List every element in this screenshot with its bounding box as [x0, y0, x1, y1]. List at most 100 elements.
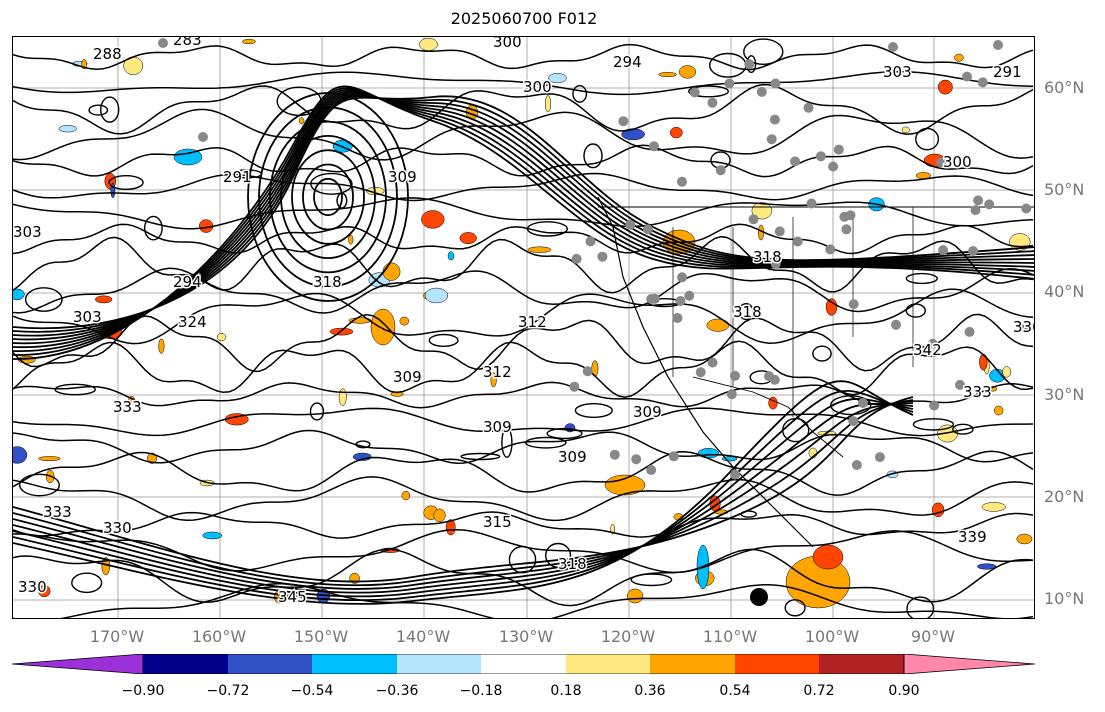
lon-label-110w: 110°W — [702, 627, 758, 646]
lat-label-20n: 20°N — [1044, 487, 1085, 506]
contour-label: 309 — [633, 403, 662, 421]
theta-contour-line — [13, 398, 914, 598]
station-marker — [825, 244, 836, 255]
vertical-velocity-patch — [401, 490, 411, 501]
theta-contour-line — [13, 548, 1034, 607]
theta-contour-loop — [952, 423, 974, 435]
station-marker — [750, 588, 768, 606]
theta-contour-line — [13, 396, 914, 583]
station-marker — [828, 161, 839, 172]
plot-title: 2025060700 F012 — [450, 9, 598, 28]
vertical-velocity-patch — [13, 288, 25, 301]
colorbar-bin — [566, 654, 650, 674]
contour-label: 288 — [93, 45, 122, 63]
station-marker — [993, 40, 1003, 50]
station-marker — [744, 59, 755, 70]
vertical-velocity-patch — [298, 117, 305, 125]
vertical-velocity-patch — [490, 372, 497, 388]
vertical-velocity-patch — [173, 148, 203, 166]
theta-contour-loop — [583, 143, 603, 169]
vertical-velocity-patch — [399, 316, 410, 326]
vertical-velocity-patch — [697, 448, 720, 459]
map-panel: 283 288 291 294 300 300 294 303 303 303 309 309 312 3… — [12, 36, 1035, 619]
vertical-velocity-patch — [1016, 533, 1033, 545]
station-marker — [1021, 203, 1032, 214]
station-marker — [973, 195, 984, 206]
contour-label: 339 — [958, 528, 987, 546]
theta-contour-loop — [310, 172, 353, 195]
theta-contour-loop — [501, 427, 513, 458]
theta-contour-line — [13, 402, 914, 590]
theta-contour-line — [13, 235, 1034, 294]
theta-contour-loop — [740, 510, 758, 518]
station-marker — [936, 157, 947, 168]
theta-contour-line — [13, 511, 1034, 539]
colorbar-tick: 0.72 — [803, 683, 835, 699]
station-marker — [569, 381, 580, 392]
theta-contour-loop — [291, 149, 365, 245]
vertical-velocity-patch — [548, 73, 567, 84]
theta-contour-loop — [258, 106, 398, 288]
station-marker — [689, 87, 700, 98]
station-marker — [955, 379, 965, 390]
theta-contour-line — [13, 267, 1034, 314]
station-marker — [724, 78, 735, 89]
theta-contour-loop — [108, 174, 144, 190]
colorbar-tick: 0.54 — [719, 683, 751, 699]
colorbar-bin — [397, 654, 481, 674]
contour-label: 291 — [223, 168, 252, 186]
theta-contour-loop — [572, 85, 588, 103]
station-marker — [792, 236, 803, 247]
station-marker — [582, 366, 593, 377]
station-marker — [695, 367, 706, 378]
colorbar-tick: −0.54 — [290, 683, 334, 699]
vertical-velocity-patch — [527, 246, 552, 253]
theta-contour-loop — [915, 127, 940, 151]
theta-contour-loop — [905, 272, 938, 285]
theta-contour-loop — [738, 303, 754, 321]
station-marker — [769, 374, 780, 385]
colorbar-bin — [143, 654, 228, 674]
station-marker — [962, 71, 972, 82]
contour-label: 312 — [483, 363, 512, 381]
theta-contour-line — [13, 94, 1034, 337]
station-marker — [839, 211, 850, 222]
station-marker — [968, 246, 979, 256]
theta-contour-loop — [574, 403, 613, 419]
contour-label: 315 — [483, 513, 512, 531]
vertical-velocity-patch — [370, 308, 396, 346]
colorbar-tick: 0.36 — [634, 683, 666, 699]
theta-contour-line — [13, 83, 1034, 135]
contour-label: 333 — [113, 398, 142, 416]
contour-label: 330 — [103, 519, 132, 537]
theta-contour-loop — [355, 440, 371, 449]
station-marker — [726, 389, 737, 400]
station-marker — [927, 338, 938, 349]
station-marker — [848, 416, 859, 427]
theta-contour-line — [13, 70, 1034, 96]
theta-contour-line — [13, 43, 1034, 71]
station-marker — [672, 313, 683, 323]
theta-contour-loop — [88, 104, 109, 116]
lon-label-150w: 150°W — [293, 627, 349, 646]
station-marker — [571, 253, 582, 264]
lon-label-120w: 120°W — [600, 627, 656, 646]
vertical-velocity-fill — [13, 37, 1033, 609]
colorbar-bin — [481, 654, 566, 674]
theta-contour-loop — [912, 418, 955, 431]
contour-label: 303 — [883, 63, 912, 81]
theta-contour-line — [13, 172, 1034, 202]
theta-contour-line — [13, 528, 1034, 574]
contour-labels: 283 288 291 294 300 300 294 303 303 303 309 309 312 3… — [13, 37, 1034, 608]
contour-label: 303 — [13, 223, 42, 241]
theta-contour-line — [13, 93, 1034, 341]
station-marker — [756, 86, 767, 97]
lat-label-50n: 50°N — [1044, 180, 1085, 199]
theta-contour-line — [13, 197, 1034, 230]
lon-label-170w: 170°W — [89, 627, 145, 646]
station-marker — [707, 357, 718, 368]
theta-contour-loop — [812, 345, 832, 362]
theta-contour-loop — [525, 436, 567, 449]
theta-contour-loop — [232, 169, 263, 179]
theta-contour-line — [13, 223, 1034, 255]
